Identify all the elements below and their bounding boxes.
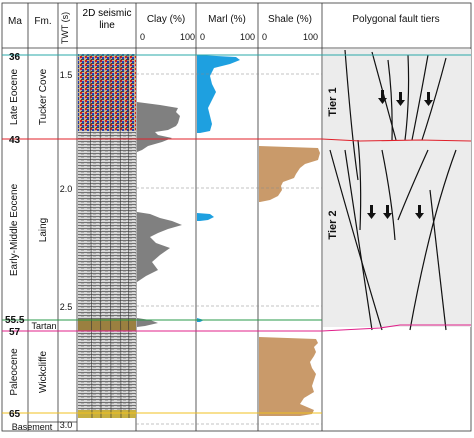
shale-curve	[259, 146, 320, 416]
header-seismic-box: 2D seismic line	[82, 8, 132, 31]
age-36: 36	[9, 52, 21, 63]
fault-panel	[323, 49, 471, 331]
age-55-5: 55.5	[5, 315, 25, 326]
header-marl: Marl (%)	[208, 14, 246, 25]
shale-scale-100: 100	[303, 32, 318, 42]
marl-scale-100: 100	[240, 32, 255, 42]
age-57: 57	[9, 327, 21, 338]
header-faults: Polygonal fault tiers	[352, 14, 439, 25]
age-65: 65	[9, 409, 21, 420]
clay-curve	[137, 102, 182, 327]
formation-laing: Laing	[38, 218, 49, 242]
formation-basement: Basement	[12, 422, 53, 432]
tier-2-label: Tier 2	[327, 210, 339, 239]
twt-gridlines	[136, 73, 322, 425]
header-twt: TWT (s)	[60, 12, 70, 44]
twt-tick-2-5: 2.5	[60, 302, 73, 312]
header-seismic: 2D seismic line	[82, 8, 132, 31]
twt-tick-2-0: 2.0	[60, 184, 73, 194]
clay-scale-100: 100	[180, 32, 195, 42]
marl-scale-0: 0	[200, 32, 205, 42]
shale-scale-0: 0	[262, 32, 267, 42]
twt-tick-1-5: 1.5	[60, 70, 73, 80]
horizon-43	[2, 138, 472, 142]
header-ma: Ma	[8, 16, 22, 27]
tier-1-label: Tier 1	[327, 87, 339, 116]
seismic-section	[78, 53, 136, 419]
header-shale: Shale (%)	[268, 14, 312, 25]
clay-scale-0: 0	[140, 32, 145, 42]
header-fm: Fm.	[34, 16, 51, 27]
formation-tucker-cove: Tucker Cove	[38, 68, 49, 125]
twt-tick-3-0: 3.0	[60, 420, 73, 430]
formation-wickcliffe: Wickcliffe	[38, 351, 49, 393]
age-43: 43	[9, 135, 21, 146]
epoch-paleocene: Paleocene	[9, 348, 20, 396]
marl-curve	[197, 55, 240, 322]
horizon-57	[2, 324, 471, 332]
formation-tartan: Tartan	[31, 321, 56, 331]
epoch-late-eocene: Late Eocene	[9, 68, 20, 125]
horizons	[2, 54, 472, 423]
epoch-early-middle-eocene: Early-Middle Eocene	[9, 183, 20, 276]
header-clay: Clay (%)	[147, 14, 185, 25]
